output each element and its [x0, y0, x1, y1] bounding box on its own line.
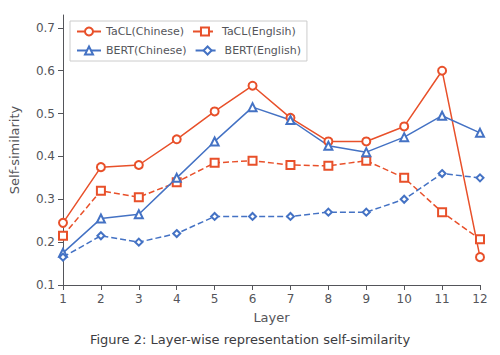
- svg-text:BERT(Chinese): BERT(Chinese): [106, 44, 187, 57]
- svg-text:0.5: 0.5: [36, 107, 55, 121]
- svg-text:Self-similarity: Self-similarity: [7, 105, 22, 194]
- svg-text:5: 5: [211, 292, 219, 306]
- svg-text:6: 6: [249, 292, 257, 306]
- svg-text:3: 3: [135, 292, 143, 306]
- svg-text:TaCL(Englsih): TaCL(Englsih): [221, 25, 296, 38]
- svg-text:8: 8: [325, 292, 333, 306]
- svg-text:11: 11: [434, 292, 449, 306]
- svg-text:4: 4: [173, 292, 181, 306]
- svg-text:10: 10: [397, 292, 412, 306]
- svg-text:12: 12: [472, 292, 487, 306]
- svg-text:1: 1: [59, 292, 67, 306]
- svg-text:0.7: 0.7: [36, 21, 55, 35]
- svg-text:BERT(English): BERT(English): [225, 44, 301, 57]
- svg-text:Figure 2: Layer-wise represent: Figure 2: Layer-wise representation self…: [90, 332, 411, 347]
- svg-text:2: 2: [97, 292, 105, 306]
- svg-text:0.2: 0.2: [36, 235, 55, 249]
- svg-text:0.6: 0.6: [36, 64, 55, 78]
- svg-text:0.4: 0.4: [36, 149, 55, 163]
- svg-text:0.3: 0.3: [36, 192, 55, 206]
- svg-text:7: 7: [287, 292, 295, 306]
- svg-text:9: 9: [362, 292, 370, 306]
- svg-text:0.1: 0.1: [36, 278, 55, 292]
- svg-text:TaCL(Chinese): TaCL(Chinese): [105, 25, 184, 38]
- svg-text:Layer: Layer: [253, 310, 290, 325]
